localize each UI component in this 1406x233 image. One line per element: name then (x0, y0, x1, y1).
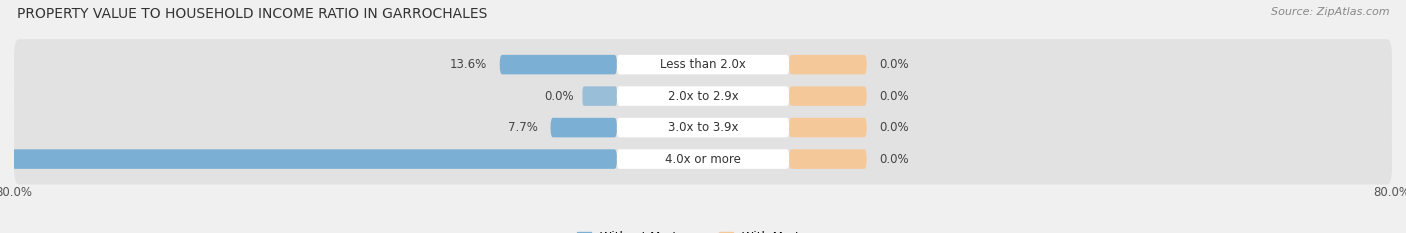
FancyBboxPatch shape (789, 55, 866, 74)
FancyBboxPatch shape (14, 71, 1392, 121)
Text: 0.0%: 0.0% (880, 90, 910, 103)
FancyBboxPatch shape (789, 86, 866, 106)
FancyBboxPatch shape (14, 134, 1392, 185)
FancyBboxPatch shape (789, 149, 866, 169)
Text: 13.6%: 13.6% (450, 58, 486, 71)
FancyBboxPatch shape (14, 39, 1392, 90)
FancyBboxPatch shape (582, 86, 617, 106)
FancyBboxPatch shape (617, 86, 789, 106)
Text: 0.0%: 0.0% (544, 90, 574, 103)
FancyBboxPatch shape (499, 55, 617, 74)
Text: PROPERTY VALUE TO HOUSEHOLD INCOME RATIO IN GARROCHALES: PROPERTY VALUE TO HOUSEHOLD INCOME RATIO… (17, 7, 488, 21)
Text: 0.0%: 0.0% (880, 153, 910, 166)
Legend: Without Mortgage, With Mortgage: Without Mortgage, With Mortgage (572, 226, 834, 233)
Text: 2.0x to 2.9x: 2.0x to 2.9x (668, 90, 738, 103)
FancyBboxPatch shape (0, 149, 617, 169)
FancyBboxPatch shape (789, 118, 866, 137)
Text: 3.0x to 3.9x: 3.0x to 3.9x (668, 121, 738, 134)
Text: Source: ZipAtlas.com: Source: ZipAtlas.com (1271, 7, 1389, 17)
Text: 4.0x or more: 4.0x or more (665, 153, 741, 166)
Text: Less than 2.0x: Less than 2.0x (659, 58, 747, 71)
FancyBboxPatch shape (617, 118, 789, 137)
FancyBboxPatch shape (617, 55, 789, 74)
Text: 0.0%: 0.0% (880, 58, 910, 71)
Text: 7.7%: 7.7% (508, 121, 537, 134)
Text: 0.0%: 0.0% (880, 121, 910, 134)
FancyBboxPatch shape (551, 118, 617, 137)
FancyBboxPatch shape (14, 102, 1392, 153)
FancyBboxPatch shape (617, 149, 789, 169)
